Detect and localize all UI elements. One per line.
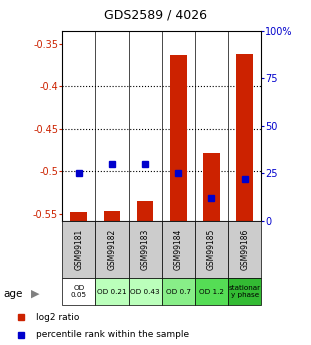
Text: stationar
y phase: stationar y phase	[229, 285, 261, 298]
Bar	[170, 55, 187, 221]
Bar	[62, 278, 95, 305]
Text: OD 0.21: OD 0.21	[97, 288, 127, 295]
Text: OD 0.43: OD 0.43	[130, 288, 160, 295]
Text: ▶: ▶	[31, 289, 39, 299]
Text: OD 0.7: OD 0.7	[166, 288, 191, 295]
Bar	[162, 221, 195, 278]
Text: GDS2589 / 4026: GDS2589 / 4026	[104, 9, 207, 22]
Bar	[95, 278, 128, 305]
Bar	[162, 278, 195, 305]
Text: OD 1.2: OD 1.2	[199, 288, 224, 295]
Bar	[236, 54, 253, 221]
Text: OD
0.05: OD 0.05	[71, 285, 87, 298]
Text: age: age	[3, 289, 22, 299]
Text: percentile rank within the sample: percentile rank within the sample	[35, 330, 189, 339]
Bar	[128, 278, 162, 305]
Bar	[203, 153, 220, 221]
Bar	[228, 221, 261, 278]
Bar	[104, 210, 120, 221]
Bar	[195, 278, 228, 305]
Bar	[137, 201, 153, 221]
Bar	[95, 221, 128, 278]
Bar	[228, 278, 261, 305]
Bar	[71, 212, 87, 221]
Text: GSM99186: GSM99186	[240, 229, 249, 270]
Text: GSM99183: GSM99183	[141, 229, 150, 270]
Text: GSM99182: GSM99182	[108, 229, 116, 270]
Text: GSM99181: GSM99181	[74, 229, 83, 270]
Bar	[128, 221, 162, 278]
Bar	[62, 221, 95, 278]
Text: GSM99185: GSM99185	[207, 229, 216, 270]
Text: log2 ratio: log2 ratio	[35, 313, 79, 322]
Bar	[195, 221, 228, 278]
Text: GSM99184: GSM99184	[174, 229, 183, 270]
